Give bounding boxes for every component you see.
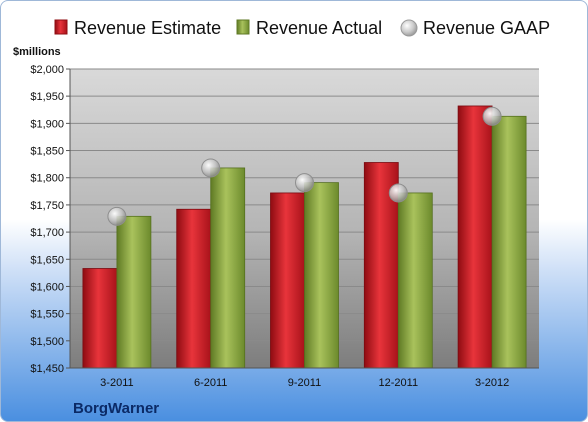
marker-revenue-gaap-3-2012[interactable]: [482, 106, 502, 126]
y-tick-label: $1,950: [30, 91, 64, 103]
legend-item-actual[interactable]: Revenue Actual: [236, 18, 382, 38]
company-name: BorgWarner: [73, 400, 159, 417]
x-tick-label: 9-2011: [288, 377, 321, 389]
bar-revenue-estimate-9-2011[interactable]: [270, 192, 305, 369]
y-tick-label: $1,650: [30, 254, 64, 266]
y-tick-label: $1,850: [30, 146, 64, 158]
marker-revenue-gaap-12-2011[interactable]: [388, 183, 408, 203]
x-tick-label: 3-2011: [100, 377, 133, 389]
y-tick-label: $1,450: [30, 363, 64, 375]
legend-label-estimate: Revenue Estimate: [74, 18, 221, 38]
marker-revenue-gaap-6-2011[interactable]: [201, 158, 221, 178]
bar-revenue-estimate-3-2012[interactable]: [457, 105, 493, 369]
bar-revenue-estimate-6-2011[interactable]: [176, 208, 212, 369]
legend: Revenue Estimate Revenue Actual Revenue …: [54, 18, 550, 38]
y-axis-ticks: $1,450 $1,500 $1,550 $1,600 $1,650 $1,700 $1,7…: [30, 64, 70, 375]
bar-revenue-actual-12-2011[interactable]: [397, 192, 433, 369]
bar-revenue-actual-3-2011[interactable]: [116, 215, 152, 369]
x-axis-ticks: 3-2011 6-2011 9-2011 12-2011 3-2012: [100, 377, 509, 389]
bar-revenue-actual-9-2011[interactable]: [304, 182, 339, 369]
y-tick-label: $1,600: [30, 281, 64, 293]
y-tick-label: $1,700: [30, 227, 64, 239]
legend-item-gaap[interactable]: Revenue GAAP: [400, 18, 550, 38]
y-tick-label: $1,900: [30, 118, 64, 130]
y-tick-label: $1,800: [30, 173, 64, 185]
marker-revenue-gaap-3-2011[interactable]: [107, 206, 127, 226]
bar-revenue-actual-6-2011[interactable]: [210, 167, 246, 369]
x-tick-label: 6-2011: [194, 377, 227, 389]
gaap-markers: [107, 106, 502, 226]
y-tick-label: $1,500: [30, 336, 64, 348]
bar-revenue-estimate-3-2011[interactable]: [82, 268, 118, 369]
bar-revenue-actual-3-2012[interactable]: [491, 115, 527, 369]
x-tick-label: 3-2012: [475, 377, 509, 389]
x-tick-label: 12-2011: [379, 377, 419, 389]
y-tick-label: $2,000: [30, 64, 64, 76]
y-axis-unit-label: $millions: [13, 46, 61, 58]
bars: [82, 105, 527, 369]
marker-revenue-gaap-9-2011[interactable]: [295, 173, 314, 193]
bar-revenue-estimate-12-2011[interactable]: [363, 162, 399, 369]
legend-item-estimate[interactable]: Revenue Estimate: [54, 18, 221, 38]
y-tick-label: $1,750: [30, 200, 64, 212]
legend-label-actual: Revenue Actual: [256, 18, 382, 38]
legend-label-gaap: Revenue GAAP: [423, 18, 550, 38]
y-tick-label: $1,550: [30, 309, 64, 321]
